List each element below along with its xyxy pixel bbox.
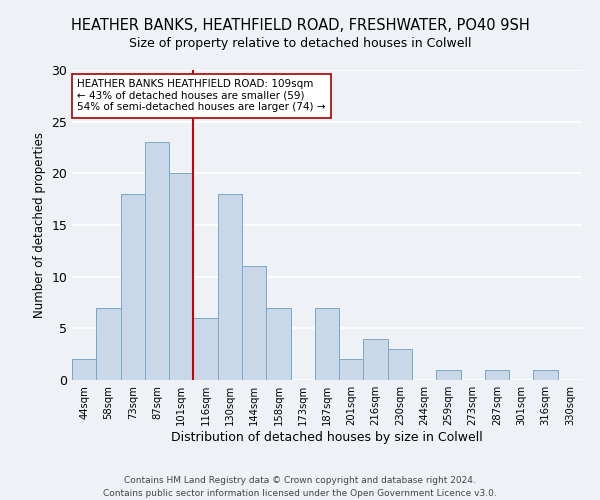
Text: HEATHER BANKS, HEATHFIELD ROAD, FRESHWATER, PO40 9SH: HEATHER BANKS, HEATHFIELD ROAD, FRESHWAT… [71,18,529,32]
Bar [266,308,290,380]
Bar [436,370,461,380]
Bar [96,308,121,380]
Bar [364,338,388,380]
Text: HEATHER BANKS HEATHFIELD ROAD: 109sqm
← 43% of detached houses are smaller (59)
: HEATHER BANKS HEATHFIELD ROAD: 109sqm ← … [77,80,326,112]
Bar [121,194,145,380]
Bar [315,308,339,380]
Bar [533,370,558,380]
Bar [339,360,364,380]
Bar [242,266,266,380]
Bar [145,142,169,380]
Text: Contains HM Land Registry data © Crown copyright and database right 2024.
Contai: Contains HM Land Registry data © Crown c… [103,476,497,498]
Bar [218,194,242,380]
Y-axis label: Number of detached properties: Number of detached properties [33,132,46,318]
Bar [388,349,412,380]
X-axis label: Distribution of detached houses by size in Colwell: Distribution of detached houses by size … [171,431,483,444]
Bar [193,318,218,380]
Bar [169,174,193,380]
Text: Size of property relative to detached houses in Colwell: Size of property relative to detached ho… [129,38,471,51]
Bar [72,360,96,380]
Bar [485,370,509,380]
